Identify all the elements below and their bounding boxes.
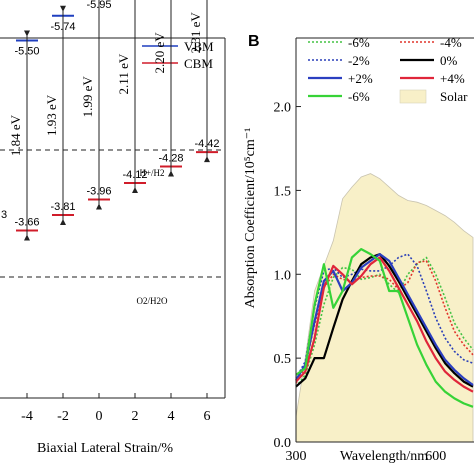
panel-b-label: B — [248, 33, 260, 50]
absorption-series-line — [295, 253, 474, 388]
panel-a-x-tick-label: 6 — [204, 409, 211, 424]
panel-a-edge-mark: 3 — [1, 209, 7, 221]
legend-series-label: -6% — [348, 35, 370, 50]
legend-cbm-label: CBM — [184, 56, 213, 71]
absorption-series-line — [295, 248, 474, 408]
legend-series-label: Solar — [440, 89, 468, 104]
reference-label-h2: H+/H2 — [139, 168, 164, 178]
legend-series-label: 0% — [440, 53, 458, 68]
panel-b-y-axis-title: Absorption Coefficient/10⁵cm⁻¹ — [243, 128, 258, 309]
absorption-series-line — [295, 260, 474, 384]
panel-b-y-tick-label: 1.0 — [274, 268, 292, 283]
legend-series-label: +4% — [440, 71, 465, 86]
legend-series-label: -2% — [348, 53, 370, 68]
panel-a-x-tick-label: 2 — [132, 409, 139, 424]
band-gap-label: 1.84 eV — [8, 114, 23, 156]
gap-arrow-head-up — [24, 234, 30, 241]
panel-b-x-ticks: 300 600 — [286, 437, 446, 464]
legend-series-label: +2% — [348, 71, 373, 86]
panel-b-x-tick-label: 300 — [286, 449, 307, 464]
gap-arrow-head-up — [168, 170, 174, 177]
band-levels: -3.66-5.501.84 eV-3.81-5.741.93 eV-3.96-… — [8, 0, 220, 241]
band-gap-label: 1.93 eV — [44, 94, 59, 136]
panel-a-x-tick-label: 0 — [96, 409, 103, 424]
band-gap-label: 2.20 eV — [152, 32, 167, 74]
band-gap-label: 1.99 eV — [80, 76, 95, 118]
panel-b-plot-area — [295, 173, 474, 443]
panel-b-y-tick-label: 2.0 — [274, 101, 292, 116]
legend-series-label: -4% — [440, 35, 462, 50]
reference-label-o2: O2/H2O — [137, 296, 168, 306]
panel-b-legend: -6% -4% -2% 0% +2% +4% -6% Solar — [308, 35, 468, 104]
panel-a-x-tick-label: -4 — [21, 409, 33, 424]
panel-b-y-tick-label: 0.0 — [274, 436, 292, 451]
panel-a-x-tick-label: -2 — [57, 409, 69, 424]
panel-b: B Absorption Coefficient/10⁵cm⁻¹ Wavelen… — [243, 33, 474, 464]
solar-spectrum-area — [295, 173, 474, 443]
panel-b-x-axis-title: Wavelength/nm — [340, 449, 428, 464]
panel-b-y-tick-label: 0.5 — [274, 352, 292, 367]
gap-arrow-head-up — [132, 187, 138, 194]
absorption-series-line — [295, 256, 474, 388]
gap-arrow-head-up — [204, 156, 210, 163]
legend-series-label: -6% — [348, 89, 370, 104]
gap-arrow-head-down — [60, 5, 66, 12]
panel-b-y-ticks: 0.0 0.5 1.0 1.5 2.0 — [274, 101, 301, 451]
panel-b-x-tick-label: 600 — [425, 449, 446, 464]
panel-b-y-tick-label: 1.5 — [274, 184, 292, 199]
panel-a-x-tick-label: 4 — [168, 409, 175, 424]
gap-arrow-head-up — [96, 203, 102, 210]
panel-a-x-ticks: -4 -2 0 2 4 6 — [21, 393, 211, 424]
band-gap-label: 2.11 eV — [116, 53, 131, 94]
absorption-series-line — [295, 256, 474, 393]
gap-arrow-head-down — [24, 30, 30, 37]
panel-a: -4 -2 0 2 4 6 Biaxial Lateral Strain/% VBM CB… — [0, 0, 226, 456]
absorption-series-line — [295, 253, 474, 386]
legend-solar-swatch — [399, 89, 427, 104]
band-gap-label: 2.31 eV — [188, 12, 203, 54]
gap-arrow-head-up — [60, 219, 66, 226]
panel-a-x-axis-title: Biaxial Lateral Strain/% — [37, 441, 173, 456]
